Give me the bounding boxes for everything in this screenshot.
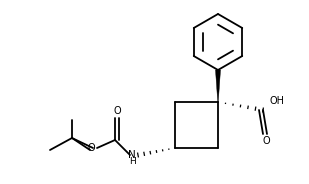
- Text: N: N: [128, 150, 136, 160]
- Text: OH: OH: [269, 96, 284, 106]
- Text: O: O: [87, 143, 95, 153]
- Text: H: H: [129, 157, 136, 165]
- Polygon shape: [215, 70, 221, 102]
- Text: O: O: [113, 106, 121, 116]
- Text: O: O: [262, 136, 270, 146]
